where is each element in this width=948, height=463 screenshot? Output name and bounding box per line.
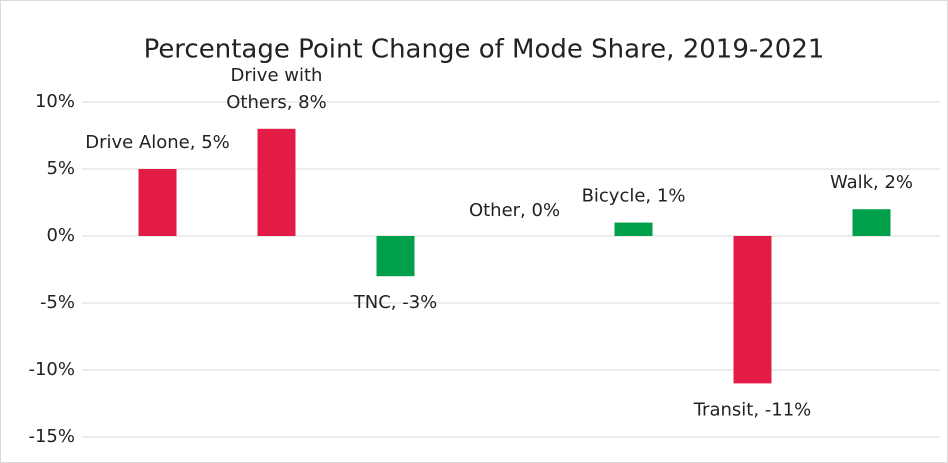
data-label: Walk, 2% — [830, 172, 913, 193]
data-label: Drive Alone, 5% — [85, 132, 230, 153]
bar — [257, 128, 296, 236]
chart-title: Percentage Point Change of Mode Share, 2… — [144, 35, 825, 65]
y-tick-label: 5% — [46, 158, 75, 179]
bar — [614, 222, 653, 236]
y-tick-label: -5% — [40, 292, 75, 313]
data-label: Drive with Others, 8% — [226, 65, 327, 113]
y-tick-label: -15% — [28, 426, 75, 447]
bar — [733, 236, 772, 384]
data-label: TNC, -3% — [353, 292, 438, 313]
data-label: Other, 0% — [469, 200, 560, 221]
data-label: Transit, -11% — [693, 399, 812, 420]
y-tick-label: 0% — [46, 225, 75, 246]
bar — [852, 209, 891, 236]
y-tick-label: -10% — [28, 359, 75, 380]
y-tick-label: 10% — [35, 91, 75, 112]
bar — [376, 236, 415, 277]
data-label: Bicycle, 1% — [582, 186, 686, 207]
bar — [138, 169, 177, 236]
